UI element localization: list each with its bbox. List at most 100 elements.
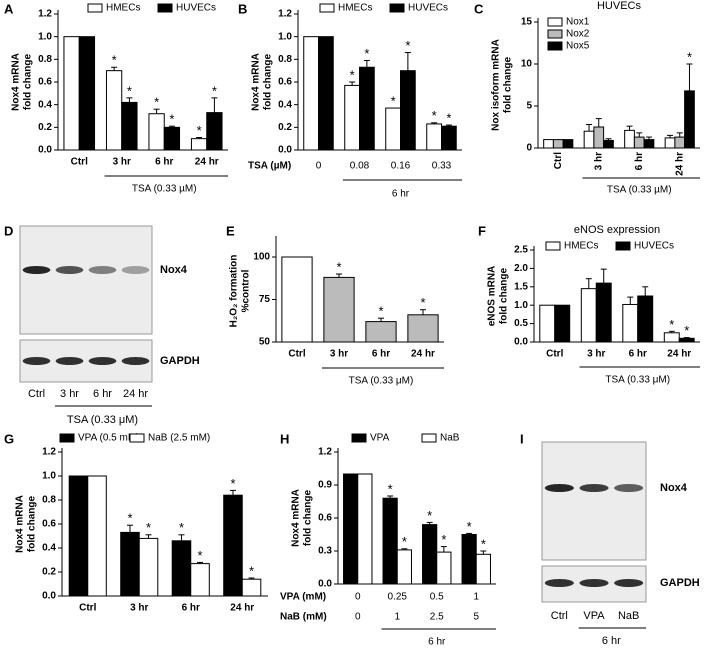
significance: * (350, 67, 355, 82)
significance: * (112, 53, 117, 68)
legend-swatch (547, 41, 563, 51)
bar (357, 473, 373, 585)
legend-label: HMECs (338, 3, 372, 14)
y-axis-label: fold change (499, 268, 510, 325)
bar (441, 125, 457, 151)
bar (633, 136, 645, 149)
legend-swatch (421, 433, 437, 443)
x-tick-label: 24 hr (667, 349, 691, 360)
y-tick-label: 0.0 (278, 145, 292, 156)
y-tick-label: 50 (259, 337, 271, 348)
band-label: Nox4 (160, 264, 188, 276)
significance: * (146, 520, 151, 535)
y-axis-label: fold change (23, 54, 34, 111)
legend-label: HUVECs (176, 3, 216, 14)
y-tick-label: 1.2 (278, 9, 292, 20)
blot-band (544, 484, 574, 492)
bar (674, 136, 686, 149)
y-tick-label: 15 (521, 17, 533, 28)
y-axis-label: Nox4 mRNA (11, 53, 22, 111)
legend-label: HMECs (564, 241, 598, 252)
x-tick-label: 6 hr (629, 349, 647, 360)
chart-title: eNOS expression (574, 224, 660, 236)
bar (138, 537, 159, 597)
x-tick-label: Ctrl (553, 152, 564, 169)
significance: * (127, 83, 132, 98)
bar (622, 303, 639, 343)
panel-letter: I (520, 431, 524, 446)
x-tick-label: 3 hr (587, 349, 605, 360)
y-tick-label: 0.4 (42, 543, 56, 554)
y-tick-label: 0.6 (38, 77, 52, 88)
x-tick-label: 24 hr (195, 157, 219, 168)
bar (105, 70, 123, 151)
significance: * (669, 317, 674, 332)
blot-band (22, 266, 51, 274)
bar (461, 534, 477, 585)
x-tick-label: Ctrl (79, 603, 96, 614)
x-tick-label: 0.33 (432, 161, 452, 172)
x-tick-label: 24 hr (411, 349, 435, 360)
blot-band (121, 357, 150, 365)
bar (436, 551, 452, 585)
bar (643, 139, 655, 149)
x-tick-label: Ctrl (288, 349, 305, 360)
y-tick-label: 0 (526, 143, 532, 154)
significance: * (441, 532, 446, 547)
panel-letter: G (4, 431, 14, 446)
band-label: GAPDH (160, 355, 200, 367)
bar (562, 139, 574, 149)
blot-band (88, 357, 117, 365)
significance: * (427, 508, 432, 523)
y-tick-label: 0.2 (278, 122, 292, 133)
legend-label: HUVECs (408, 3, 448, 14)
x-tick-label: 0.5 (430, 592, 444, 603)
bar (552, 139, 564, 149)
y-axis-label: fold change (303, 490, 314, 547)
y-tick-label: 0.4 (278, 99, 292, 110)
x-tick-label: 3 hr (130, 603, 148, 614)
bar (63, 36, 80, 151)
group-label: TSA (0.33 µM) (132, 184, 197, 195)
bar (87, 475, 107, 597)
legend-label: HUVECs (634, 241, 674, 252)
significance: * (432, 108, 437, 123)
significance: * (364, 46, 369, 61)
y-tick-label: 0.0 (318, 579, 332, 590)
y-axis-label: Nox4 mRNA (291, 489, 302, 547)
significance: * (230, 476, 235, 491)
significance: * (388, 481, 393, 496)
x-tick-label: 0 (355, 612, 361, 623)
significance: * (405, 38, 410, 53)
panel-letter: F (478, 223, 486, 238)
y-tick-label: 1.0 (38, 31, 52, 42)
lane-label: 24 hr (123, 388, 148, 400)
blot-band (544, 579, 574, 587)
legend-swatch (547, 17, 563, 27)
bar (148, 113, 165, 151)
y-tick-label: 5 (526, 101, 532, 112)
bar (422, 524, 438, 585)
significance: * (169, 112, 174, 127)
bar (121, 101, 138, 151)
legend-label: Nox5 (566, 41, 590, 52)
group-label: TSA (0.33 μM) (67, 414, 138, 426)
legend-swatch (87, 3, 103, 13)
bar (400, 70, 416, 151)
blot-band (614, 484, 644, 492)
bar (318, 36, 334, 151)
x-tick-label: 2.5 (430, 612, 444, 623)
panel-letter: C (474, 1, 484, 16)
x-row-label: TSA (µM) (248, 161, 291, 172)
significance: * (378, 304, 383, 319)
legend-swatch (545, 241, 561, 251)
panel-letter: D (4, 223, 13, 238)
bar (426, 123, 442, 151)
significance: * (687, 49, 692, 64)
x-tick-label: 3 hr (113, 157, 131, 168)
significance: * (481, 536, 486, 551)
significance: * (197, 123, 202, 138)
bar (580, 288, 597, 343)
bar (223, 494, 243, 597)
